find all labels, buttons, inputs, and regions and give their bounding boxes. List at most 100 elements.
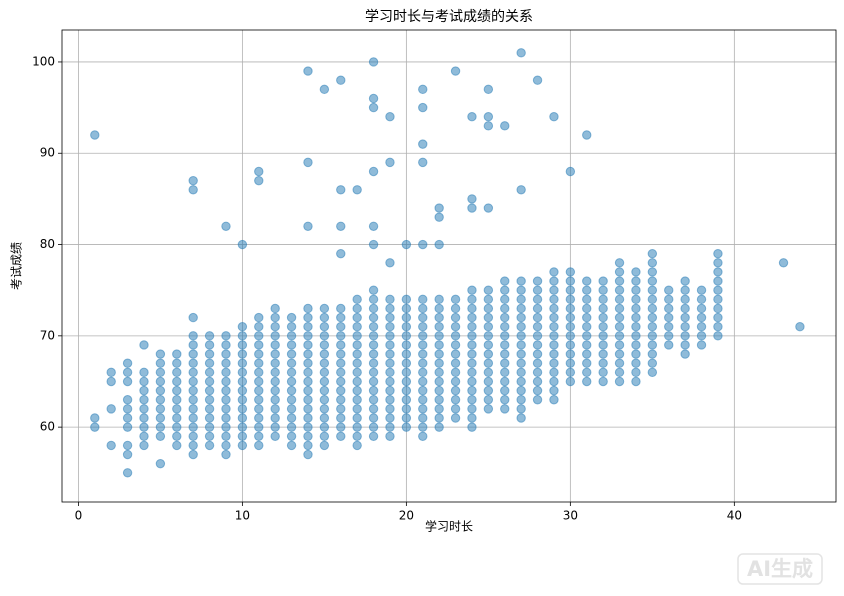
point [401,422,412,432]
point [631,358,641,368]
point [303,358,313,368]
point [614,294,625,305]
point [434,340,444,350]
point [631,322,641,332]
point [270,413,280,423]
point [434,303,444,314]
point [336,349,346,359]
point [368,367,379,378]
point [483,312,494,323]
y-tick-label: 60 [40,420,55,434]
x-tick-label: 30 [563,509,578,523]
point [188,340,198,350]
point [172,349,182,359]
point [614,276,625,286]
point [582,331,592,341]
point [483,121,494,131]
point [303,440,313,451]
point [368,331,379,341]
point [614,358,625,368]
point [614,312,625,323]
point [352,422,362,432]
point [565,294,576,305]
point [336,367,346,378]
point [204,340,215,350]
point [434,376,444,387]
point [713,248,723,259]
point [368,385,379,396]
point [434,404,444,414]
point [172,395,182,405]
point [500,367,510,378]
point [401,385,412,396]
point [532,340,543,350]
point [434,422,444,432]
point [204,422,215,432]
point [483,303,494,314]
point [188,376,198,387]
point [467,303,477,314]
point [254,404,264,414]
watermark: AI生成 [747,557,813,581]
point [188,175,198,186]
point [122,449,133,460]
point [418,139,428,149]
point [450,358,461,368]
point [467,285,477,295]
point [450,367,461,378]
point [254,166,264,177]
point [418,331,428,341]
point [467,349,477,359]
point [237,340,248,350]
x-tick-label: 40 [727,509,742,523]
point [483,376,494,387]
point [319,84,330,95]
point [303,312,313,323]
point [516,349,526,359]
point [139,340,149,350]
point [680,294,690,305]
point [631,367,641,378]
point [336,358,346,368]
point [582,340,592,350]
point [467,312,477,323]
point [336,385,346,396]
point [532,312,543,323]
point [352,185,362,195]
point [516,285,526,295]
point [549,285,559,295]
point [336,413,346,423]
point [385,258,395,268]
point [516,404,526,414]
point [172,413,182,423]
point [303,349,313,359]
point [516,185,526,195]
point [122,413,133,423]
point [155,395,166,405]
point [483,285,494,295]
point [237,349,248,359]
point [237,385,248,396]
point [352,367,362,378]
point [500,395,510,405]
point [680,322,690,332]
point [532,294,543,305]
point [106,367,116,378]
point [680,276,690,286]
point [450,404,461,414]
point [713,331,723,341]
point [614,340,625,350]
point [647,322,658,332]
point [155,358,166,368]
point [582,322,592,332]
point [647,340,658,350]
point [582,276,592,286]
point [286,322,297,332]
point [237,440,248,451]
point [614,267,625,277]
point [221,385,231,396]
point [303,413,313,423]
point [319,367,330,378]
point [188,395,198,405]
point [696,322,707,332]
